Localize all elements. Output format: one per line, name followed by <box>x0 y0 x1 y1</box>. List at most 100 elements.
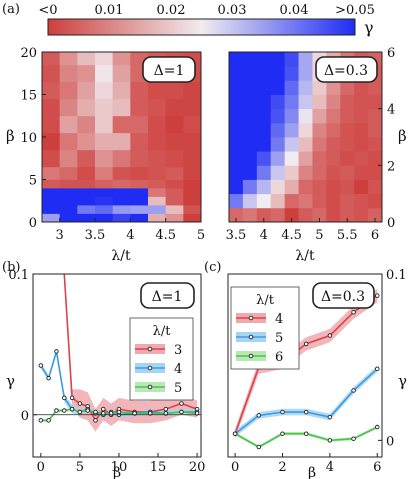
lineplot-b-point <box>85 408 90 413</box>
heatmap-right-cell <box>312 108 327 124</box>
lineplot-b-frame <box>32 273 202 458</box>
heatmap-right-cell <box>284 207 299 223</box>
heatmap-right-cell <box>229 193 244 209</box>
heatmap-left-cell <box>77 64 96 83</box>
heatmap-right-cell <box>368 122 383 138</box>
heatmap-left-cell <box>165 213 184 223</box>
heatmap-left-cell <box>77 98 96 117</box>
heatmap-right-cell <box>229 122 244 138</box>
heatmap-right-cell <box>256 122 272 138</box>
heatmap-right-cell <box>270 80 286 95</box>
heatmap-right-cell <box>242 179 258 195</box>
heatmap-left-cell <box>130 196 149 206</box>
heatmap-right-cell <box>242 80 258 95</box>
heatmap-right-cell <box>242 151 258 166</box>
lineplot-c-ytick-label: 0 <box>386 434 394 449</box>
heatmap-right-cell <box>312 179 327 195</box>
heatmap-left-cell <box>42 132 61 151</box>
heatmap-right-cell <box>312 94 327 110</box>
heatmap-right-cell <box>256 137 272 152</box>
heatmap-left-cell <box>112 205 131 214</box>
lineplot-b-legend-marker <box>147 365 153 371</box>
panel-label-b: (b) <box>2 260 20 275</box>
heatmap-right-cell <box>368 137 383 152</box>
heatmap-right-xtick-label: 4 <box>260 228 268 243</box>
heatmap-right-cell <box>270 52 286 67</box>
heatmap-right-cell <box>284 165 299 180</box>
heatmap-right-cell <box>256 94 272 110</box>
heatmap-right-cell <box>229 108 244 124</box>
lineplot-b-point <box>93 418 98 423</box>
lineplot-b-legend: λ/t3 4 5 <box>129 317 194 401</box>
heatmap-right-cell <box>256 193 272 209</box>
heatmap-left-cell <box>130 166 149 180</box>
heatmap-left-cell <box>112 81 131 100</box>
heatmap-right-xtick-label: 3.5 <box>226 228 247 243</box>
lineplot-c-point <box>375 424 380 430</box>
lineplot-c-ytick-label: 0.1 <box>386 268 407 283</box>
panel-label-c: (c) <box>204 260 221 275</box>
heatmap-right-cell <box>242 94 258 110</box>
heatmap-right-cell <box>298 122 313 138</box>
heatmap-right-ytick-label: 6 <box>387 46 395 61</box>
heatmap-right-cell <box>354 122 369 138</box>
colorbar-tick-1: 0.01 <box>95 3 124 18</box>
heatmap-left-cell <box>95 213 114 223</box>
heatmap-right-cell <box>354 165 369 180</box>
heatmap-right-cell <box>340 193 355 209</box>
heatmap-right-cell <box>354 151 369 166</box>
lineplot-b: 0 5 10 15 20 0 0.1 Δ=1 λ/t3 4 5 β γ <box>6 268 205 479</box>
heatmap-right-cell <box>229 165 244 180</box>
heatmap-right-cell <box>326 137 341 152</box>
heatmap-right-cell <box>326 122 341 138</box>
heatmap-left-cell <box>95 132 114 151</box>
heatmap-right-cell <box>284 108 299 124</box>
heatmap-left-cell <box>95 64 114 83</box>
colorbar: <0 0.01 0.02 0.03 0.04 >0.05 γ <box>38 3 375 37</box>
heatmap-right-cell <box>340 108 355 124</box>
heatmap-left-cell <box>183 196 202 206</box>
heatmap-right-cell <box>284 122 299 138</box>
heatmap-right-cell <box>270 207 286 223</box>
heatmap-left-cell <box>148 132 167 151</box>
heatmap-right-cell <box>354 108 369 124</box>
lineplot-b-point <box>101 406 106 412</box>
heatmap-right-cell <box>326 207 341 223</box>
heatmap-right-xtick-label: 5.5 <box>337 228 358 243</box>
heatmap-right-cell <box>340 207 355 223</box>
heatmap-right-cell <box>368 165 383 180</box>
heatmap-left-cell <box>77 205 96 214</box>
lineplot-c-point <box>351 388 356 393</box>
lineplot-c-point <box>303 409 309 415</box>
heatmap-left-cell <box>183 98 202 117</box>
heatmap-left-cell <box>183 149 202 168</box>
heatmap-right-cell <box>298 94 313 110</box>
heatmap-left-cell <box>95 149 114 168</box>
heatmap-left-cell <box>112 213 131 223</box>
heatmap-left-cell <box>165 166 184 180</box>
heatmap-left-cell <box>130 132 149 151</box>
heatmap-left-cell <box>130 179 149 189</box>
heatmap-right-cell <box>368 94 383 110</box>
heatmap-right-cell <box>284 80 299 95</box>
heatmap-right-cell <box>298 80 313 95</box>
lineplot-c-ylabel: γ <box>398 372 407 390</box>
heatmap-right-cell <box>284 94 299 110</box>
heatmap-left-ytick-label: 0 <box>29 216 37 231</box>
heatmap-left-ylabel: β <box>6 127 15 145</box>
heatmap-left-cell <box>165 149 184 168</box>
heatmap-left-ytick-label: 20 <box>20 46 37 61</box>
lineplot-c-axes: 0 2 4 600.1 <box>231 268 407 475</box>
colorbar-tick-0: <0 <box>38 3 57 18</box>
heatmap-right-cell <box>256 80 272 95</box>
heatmap-right-cell <box>368 151 383 166</box>
heatmap-right-cell <box>229 80 244 95</box>
lineplot-b-xtick-label: 20 <box>189 460 206 475</box>
lineplot-c-point <box>375 366 380 372</box>
lineplot-c-legend-marker <box>248 334 254 340</box>
heatmap-right-cell <box>229 137 244 152</box>
lineplot-b-legend-marker <box>147 384 153 390</box>
heatmap-right-cell <box>229 94 244 110</box>
lineplot-b-point <box>46 418 51 423</box>
